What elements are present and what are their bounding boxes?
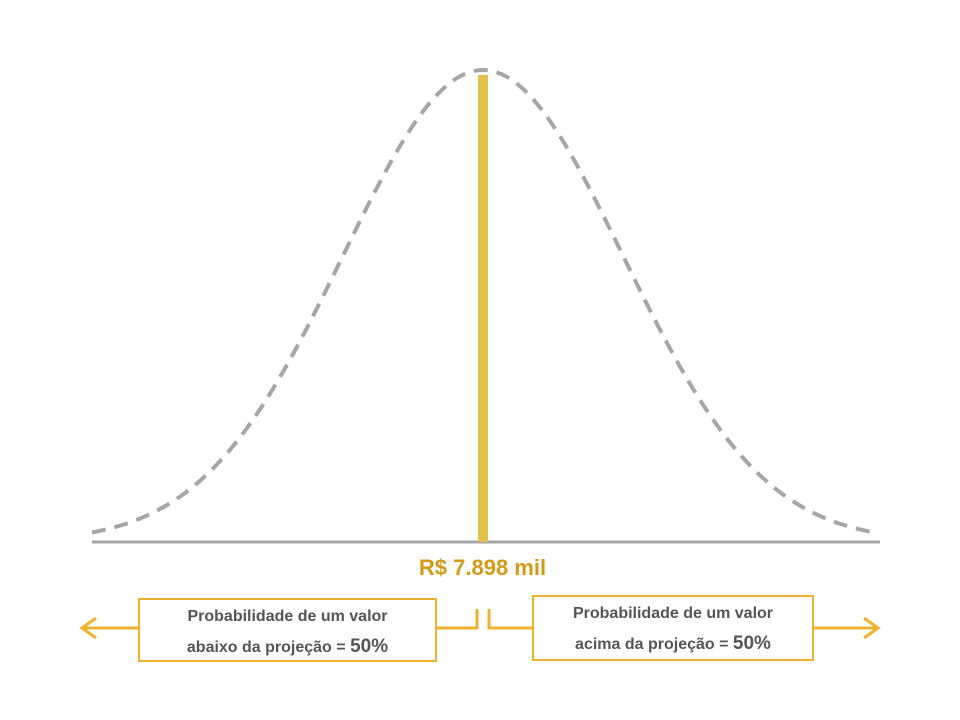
median-value-label: R$ 7.898 mil [418,555,547,580]
left-bracket-connector [437,609,479,630]
probability-above-box: Probabilidade de um valor acima da proje… [532,595,814,661]
probability-below-line1: Probabilidade de um valor [187,608,388,625]
probability-below-line2: abaixo da projeção = 50% [140,632,435,663]
median-line [478,75,488,542]
probability-below-box: Probabilidade de um valor abaixo da proj… [138,598,437,662]
probability-below-prefix: abaixo da projeção = [186,639,351,656]
right-arrow-head-icon [863,616,881,640]
probability-above-percent: 50% [732,633,771,654]
left-arrow-head-icon [79,616,97,640]
probability-above-line1: Probabilidade de um valor [572,605,774,622]
right-bracket-connector [487,609,532,630]
probability-above-line2: acima da projeção = 50% [534,629,812,660]
probability-below-percent: 50% [350,636,389,657]
probability-above-prefix: acima da projeção = [575,636,733,653]
bell-curve [91,68,879,536]
